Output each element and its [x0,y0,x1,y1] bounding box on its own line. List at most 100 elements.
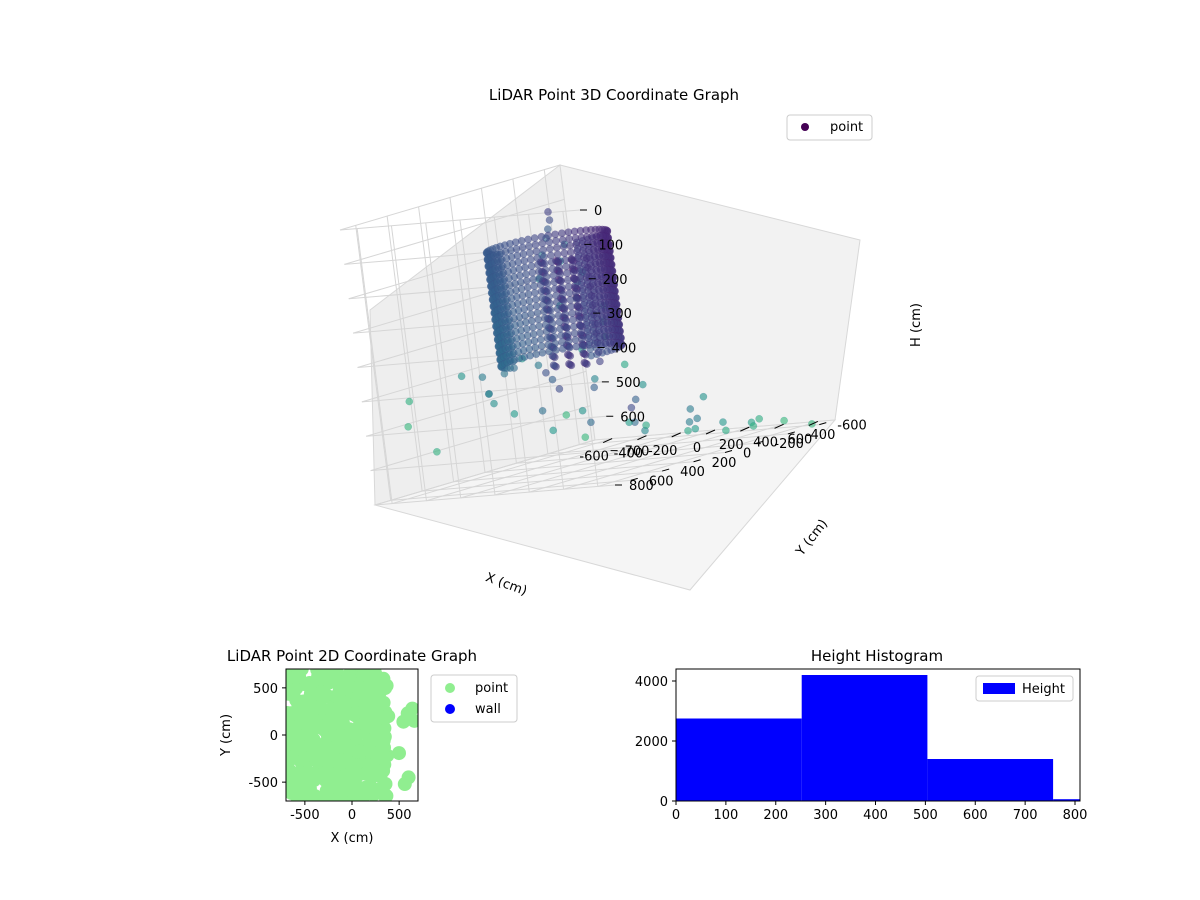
x-tick-3d [740,426,750,432]
point-3d [566,296,575,304]
point-2d [296,777,311,792]
point-3d [631,395,640,404]
lidar-3d-chart: LiDAR Point 3D Coordinate Graph -600 -400… [339,86,924,599]
point-2d [288,706,303,721]
z-tick-label-3d: 700 [625,445,650,460]
point-3d [685,418,694,426]
point-3d [594,319,602,328]
point-3d [570,329,579,338]
grid-line [516,442,757,464]
point-3d [584,246,593,255]
point-3d [521,263,529,272]
point-3d [563,350,572,359]
point-3d [550,332,559,341]
point-3d [525,248,534,257]
point-2d [359,713,374,728]
point-2d [397,777,412,792]
point-3d [548,264,557,273]
histogram-title: Height Histogram [811,647,943,665]
grid-line [361,381,602,403]
point-2d [307,767,322,782]
point-3d [526,303,535,312]
histogram-bars [676,675,1080,801]
point-3d [548,375,557,384]
point-3d [588,273,596,281]
legend-2d-point-marker [445,683,455,693]
point-3d [524,290,533,299]
point-3d [535,267,543,276]
point-3d [547,258,556,266]
z-tick-label-3d: 400 [612,342,637,357]
point-3d [567,248,575,257]
point-3d [699,392,708,401]
point-3d [565,289,574,298]
point-3d [534,361,543,370]
y-tick-label-2d: 500 [253,682,278,697]
point-3d [542,368,550,377]
point-3d [595,333,604,341]
point-3d [540,307,548,316]
point-3d [573,301,582,310]
point-3d [552,237,560,245]
x-tick-label-hist: 100 [713,808,738,823]
y-tick-label-3d: 400 [680,465,705,480]
point-3d [545,238,554,246]
x-tick-3d [705,429,716,435]
grid-line [374,439,596,506]
point-3d [536,335,545,344]
point-3d [555,318,564,327]
chart-3d-title: LiDAR Point 3D Coordinate Graph [489,86,739,104]
point-3d [542,272,551,281]
legend-histogram: Height [975,675,1074,702]
point-3d [552,291,560,300]
point-3d [594,348,603,356]
y-tick-3d [630,477,638,481]
point-3d [560,303,569,312]
point-3d [541,259,549,268]
point-3d [541,266,550,274]
x-tick-label-2d: -500 [290,808,320,823]
point-3d [581,433,590,442]
point-3d [490,399,498,408]
point-3d [525,242,533,250]
point-3d [524,235,532,244]
point-3d [529,330,538,339]
point-3d [545,292,553,301]
x-tick-label-hist: 700 [1013,808,1038,823]
point-2d [353,744,368,759]
x-tick-label-hist: 600 [963,808,988,823]
point-3d [562,411,571,419]
histogram-bar [1053,799,1080,801]
point-3d [544,231,553,240]
grid-line [370,405,591,472]
y-tick-label-2d: -500 [248,776,278,791]
point-3d [557,331,565,340]
point-3d [571,336,580,344]
histogram-bar [927,759,1054,801]
legend-3d-label: point [830,120,863,135]
point-3d [522,270,530,279]
grid-line [339,209,581,231]
y-tick-label-3d: 0 [743,447,751,462]
histogram-ticks: 0 100 200 300 400 500 600 700 800 0 2000 4000 [635,675,1088,823]
point-2d [289,693,304,708]
x-tick-label-3d: -400 [614,447,644,462]
point-3d [542,327,551,336]
point-3d [560,249,569,258]
legend-2d-wall-label: wall [475,702,501,717]
point-3d [535,322,544,330]
point-3d [755,414,764,423]
y-tick-3d [756,440,764,444]
histogram-frame [675,668,1081,802]
y-tick-label-3d: -200 [774,437,804,452]
point-3d [538,294,547,302]
y-tick-3d [724,450,733,453]
point-3d [553,304,562,313]
point-3d [575,315,584,323]
point-2d [296,716,311,731]
point-3d [548,319,557,328]
point-3d [522,276,531,285]
histogram-bar [801,675,928,801]
legend-3d: point [786,114,873,141]
point-3d [587,266,595,275]
